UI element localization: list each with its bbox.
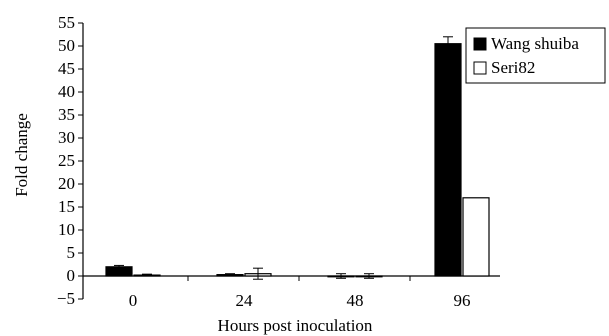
bar [434, 43, 462, 277]
y-tick-label: 45 [58, 59, 75, 78]
y-axis: −5 0 5 10 15 20 25 30 35 40 45 50 55 [57, 13, 84, 308]
bar [462, 197, 490, 277]
y-tick-label: 35 [58, 105, 75, 124]
legend-label: Wang shuiba [491, 34, 579, 53]
y-tick-label: −5 [57, 289, 75, 308]
y-tick-label: 55 [58, 13, 75, 32]
y-tick-label: 10 [58, 220, 75, 239]
x-axis: 0 24 48 96 [83, 275, 500, 310]
x-axis-title: Hours post inoculation [218, 316, 373, 335]
y-tick-label: 30 [58, 128, 75, 147]
x-tick-label: 48 [347, 291, 364, 310]
y-tick-label: 40 [58, 82, 75, 101]
y-axis-title: Fold change [12, 113, 31, 197]
y-tick-label: 25 [58, 151, 75, 170]
x-tick-label: 24 [236, 291, 254, 310]
x-tick-label: 0 [129, 291, 138, 310]
legend: Wang shuiba Seri82 [465, 27, 606, 84]
bars [105, 36, 490, 280]
y-tick-label: 15 [58, 197, 75, 216]
y-tick-label: 50 [58, 36, 75, 55]
y-tick-label: 5 [67, 243, 76, 262]
y-tick-label: 20 [58, 174, 75, 193]
x-tick-label: 96 [454, 291, 471, 310]
y-tick-label: 0 [67, 266, 76, 285]
legend-box [465, 27, 606, 84]
legend-swatch [473, 37, 487, 51]
legend-label: Seri82 [491, 58, 535, 77]
legend-swatch [473, 61, 487, 75]
